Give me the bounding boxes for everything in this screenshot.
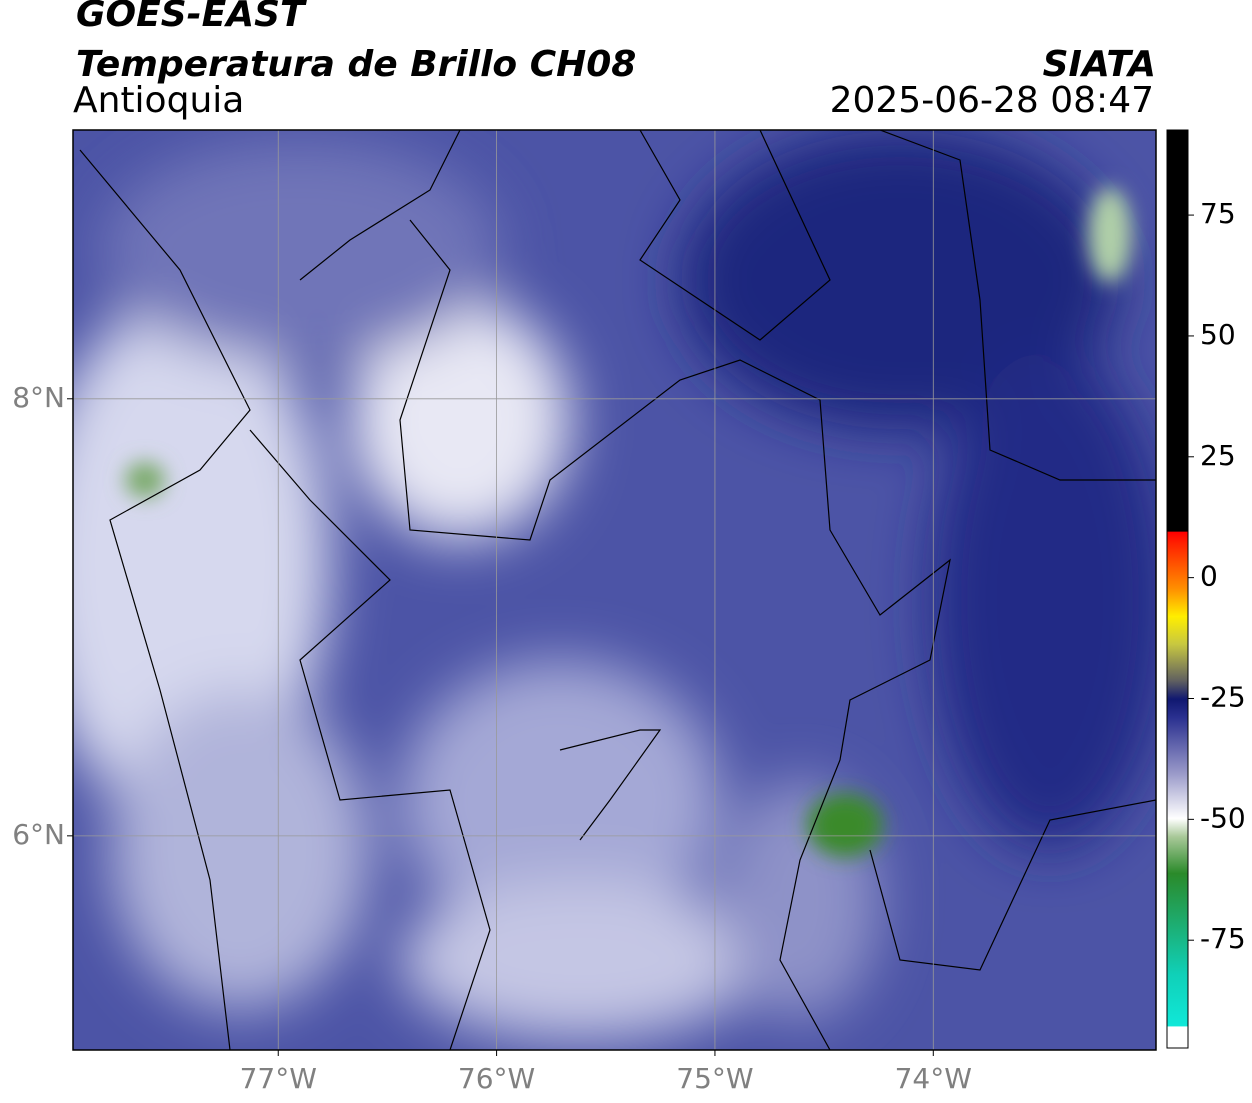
colorbar-tick-label: -25	[1200, 680, 1246, 713]
x-tick-label: 75°W	[676, 1062, 753, 1095]
y-tick-label: 8°N	[12, 381, 65, 414]
source: SIATA	[1043, 44, 1156, 85]
map-field	[73, 130, 1156, 1050]
title: GOES-EAST	[76, 0, 307, 35]
y-tick-label: 6°N	[12, 818, 65, 851]
colorbar-tick-label: 75	[1200, 197, 1236, 230]
colorbar-tick-label: 25	[1200, 439, 1236, 472]
grid	[73, 130, 1156, 1050]
colorbar-tick-label: 0	[1200, 560, 1218, 593]
datetime: 2025-06-28 08:47	[830, 80, 1154, 121]
region: Antioquia	[73, 80, 244, 121]
colorbar-tick-label: 50	[1200, 318, 1236, 351]
x-tick-label: 77°W	[240, 1062, 317, 1095]
colorbar	[1166, 129, 1189, 1049]
colorbar-tick-label: -75	[1200, 922, 1246, 955]
subtitle: Temperatura de Brillo CH08	[76, 44, 636, 85]
map-frame	[72, 129, 1157, 1051]
colorbar-tick-label: -50	[1200, 801, 1246, 834]
x-tick-label: 76°W	[458, 1062, 535, 1095]
x-tick-label: 74°W	[895, 1062, 972, 1095]
